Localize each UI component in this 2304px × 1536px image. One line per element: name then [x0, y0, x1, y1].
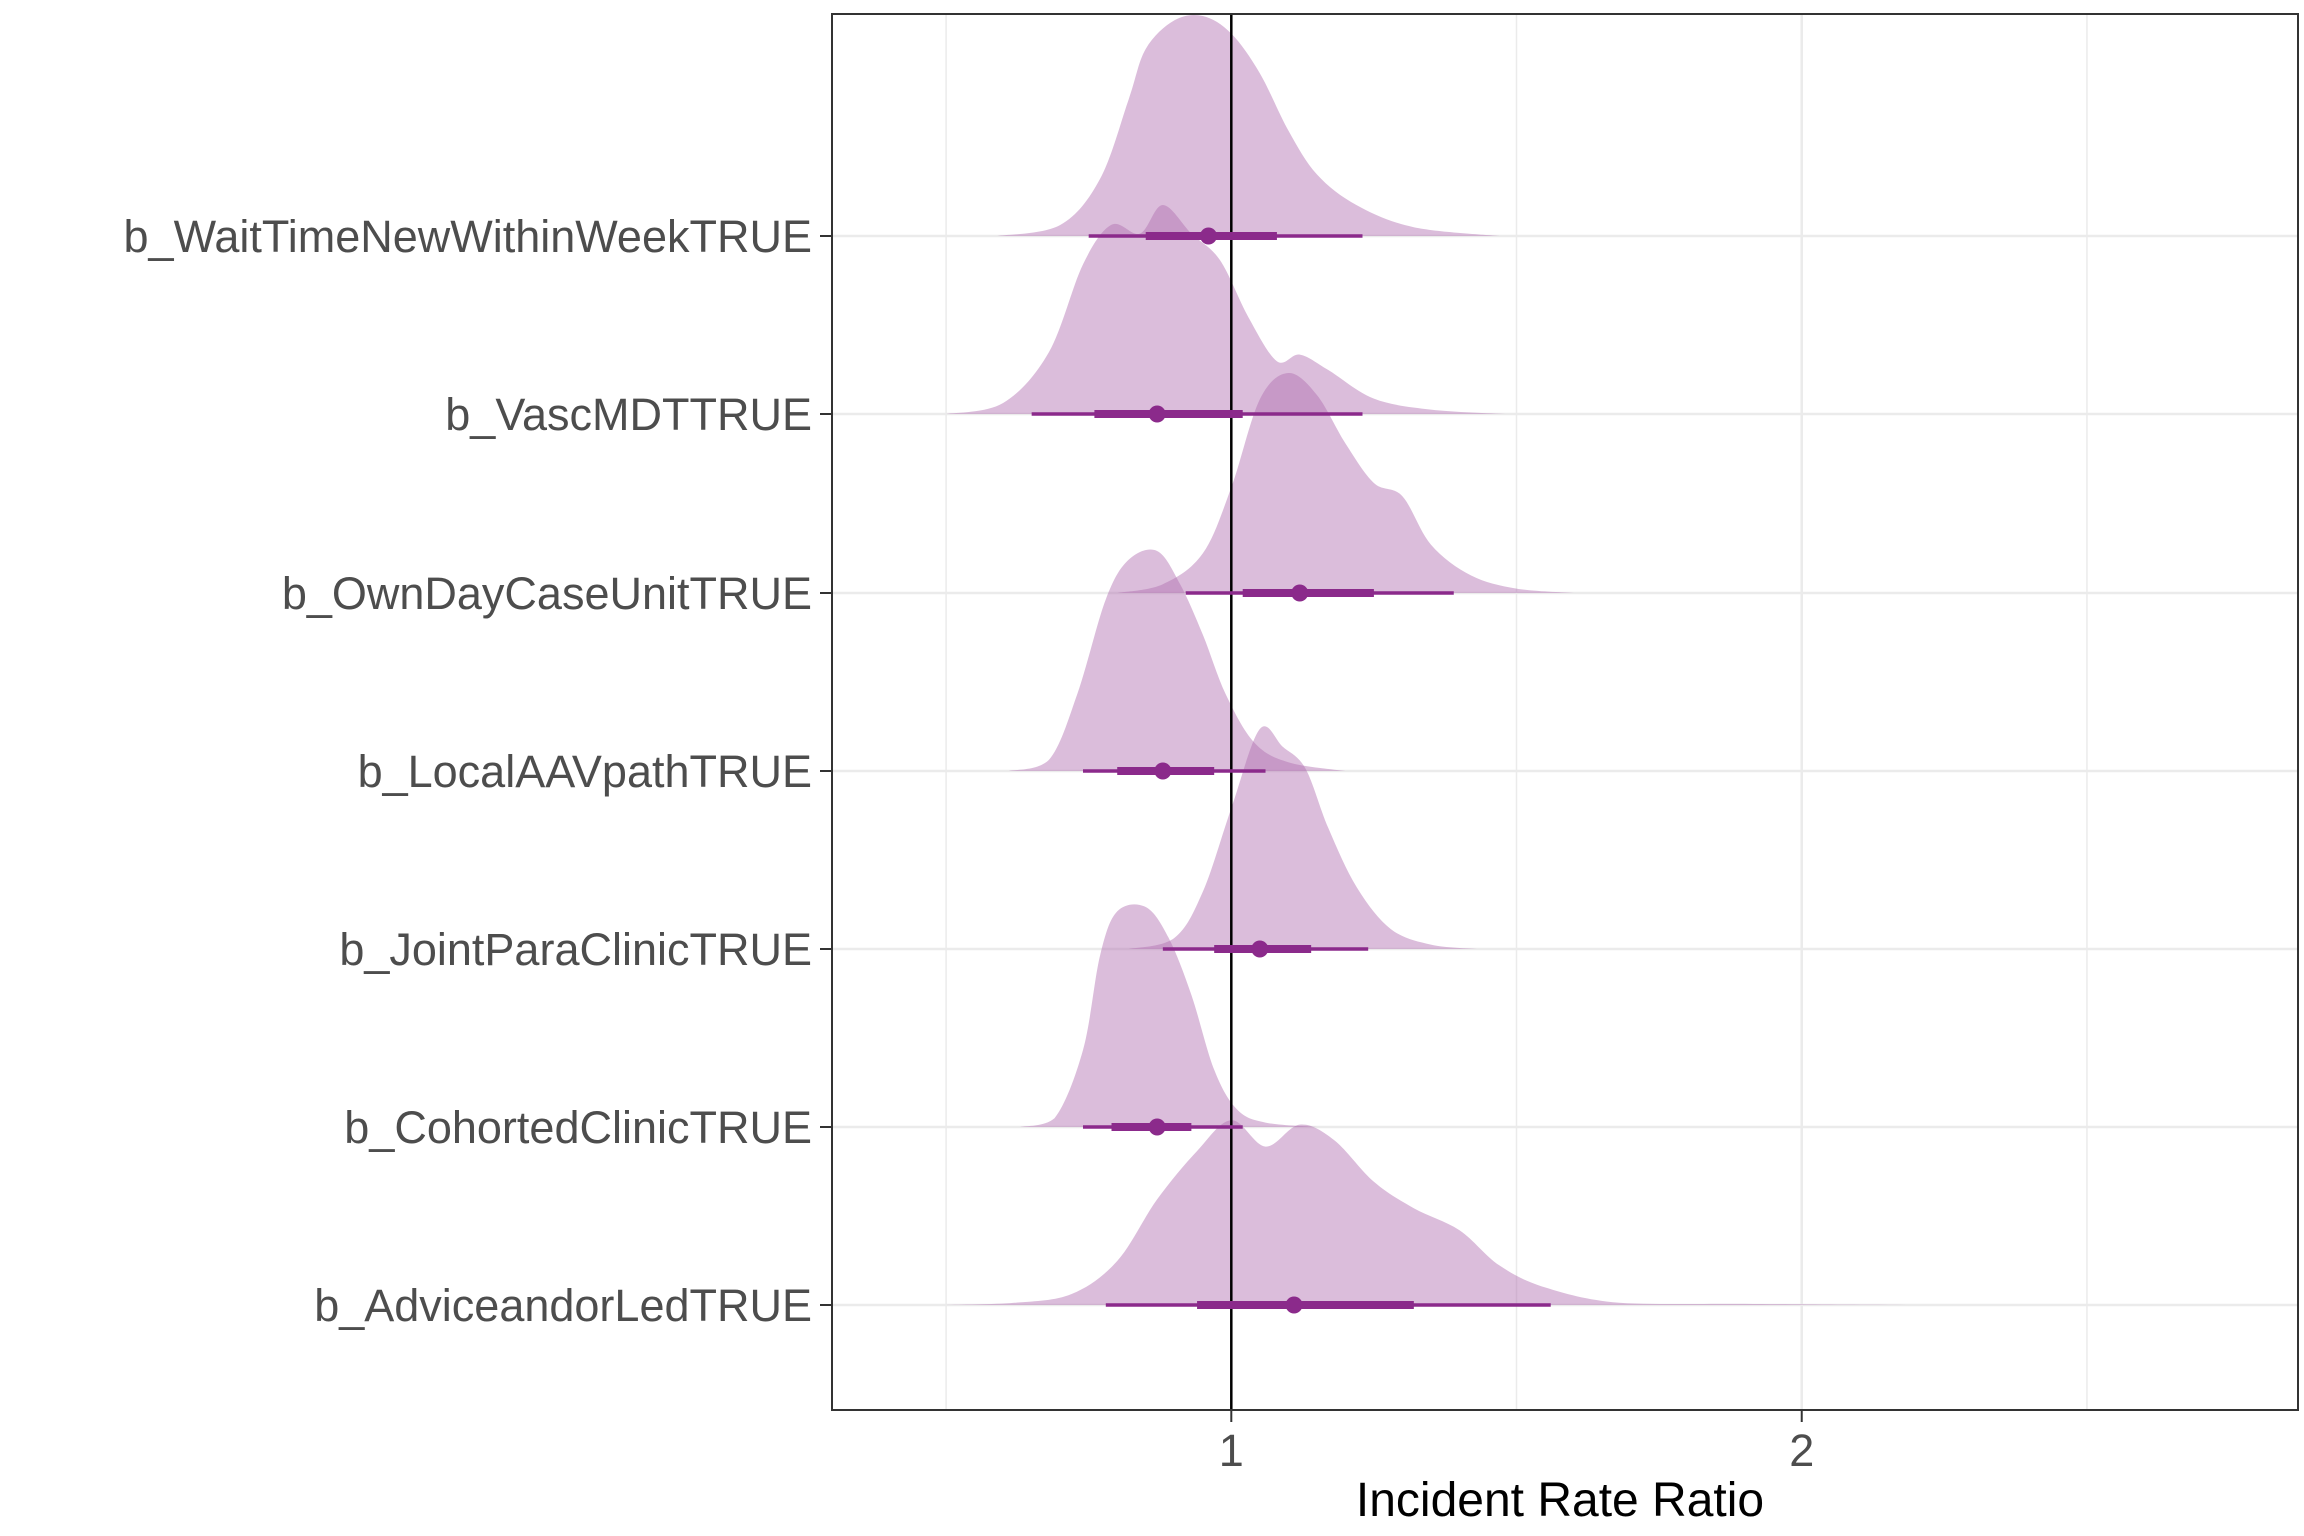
- panel-border: [831, 13, 2299, 1411]
- x-tick-label: 1: [1219, 1425, 1244, 1476]
- median-point: [1251, 940, 1269, 958]
- median-point: [1148, 1118, 1166, 1136]
- y-axis-label: b_CohortedClinicTRUE: [344, 1102, 812, 1153]
- density-b_WaitTimeNewWithinWeekTRUE: [997, 14, 1500, 236]
- y-axis-label: b_OwnDayCaseUnitTRUE: [282, 568, 812, 619]
- y-axis-label: b_WaitTimeNewWithinWeekTRUE: [124, 211, 812, 262]
- y-axis-labels: b_WaitTimeNewWithinWeekTRUE b_VascMDTTRUE…: [124, 211, 832, 1331]
- median-point: [1199, 227, 1217, 245]
- median-point: [1154, 762, 1172, 780]
- y-axis-label: b_JointParaClinicTRUE: [339, 924, 812, 975]
- y-axis-label: b_LocalAAVpathTRUE: [358, 746, 812, 797]
- y-axis-label: b_AdviceandorLedTRUE: [314, 1280, 812, 1331]
- median-point: [1148, 405, 1166, 423]
- interval-layer: [1031, 227, 1551, 1314]
- median-point: [1291, 584, 1309, 602]
- grid-layer: [832, 14, 2298, 1410]
- density-b_LocalAAVpathTRUE: [1128, 726, 1477, 949]
- median-point: [1285, 1296, 1303, 1314]
- density-b_LocalAAVpathTRUE: [1008, 549, 1346, 771]
- density-b_CohortedClinicTRUE: [1020, 904, 1317, 1127]
- x-axis-title: Incident Rate Ratio: [1356, 1474, 1764, 1527]
- density-b_VascMDTTRUE: [946, 205, 1506, 414]
- y-axis-label: b_VascMDTTRUE: [445, 389, 812, 440]
- density-b_AdviceandorLedTRUE: [946, 1120, 2167, 1305]
- x-tick-label: 2: [1789, 1425, 1814, 1476]
